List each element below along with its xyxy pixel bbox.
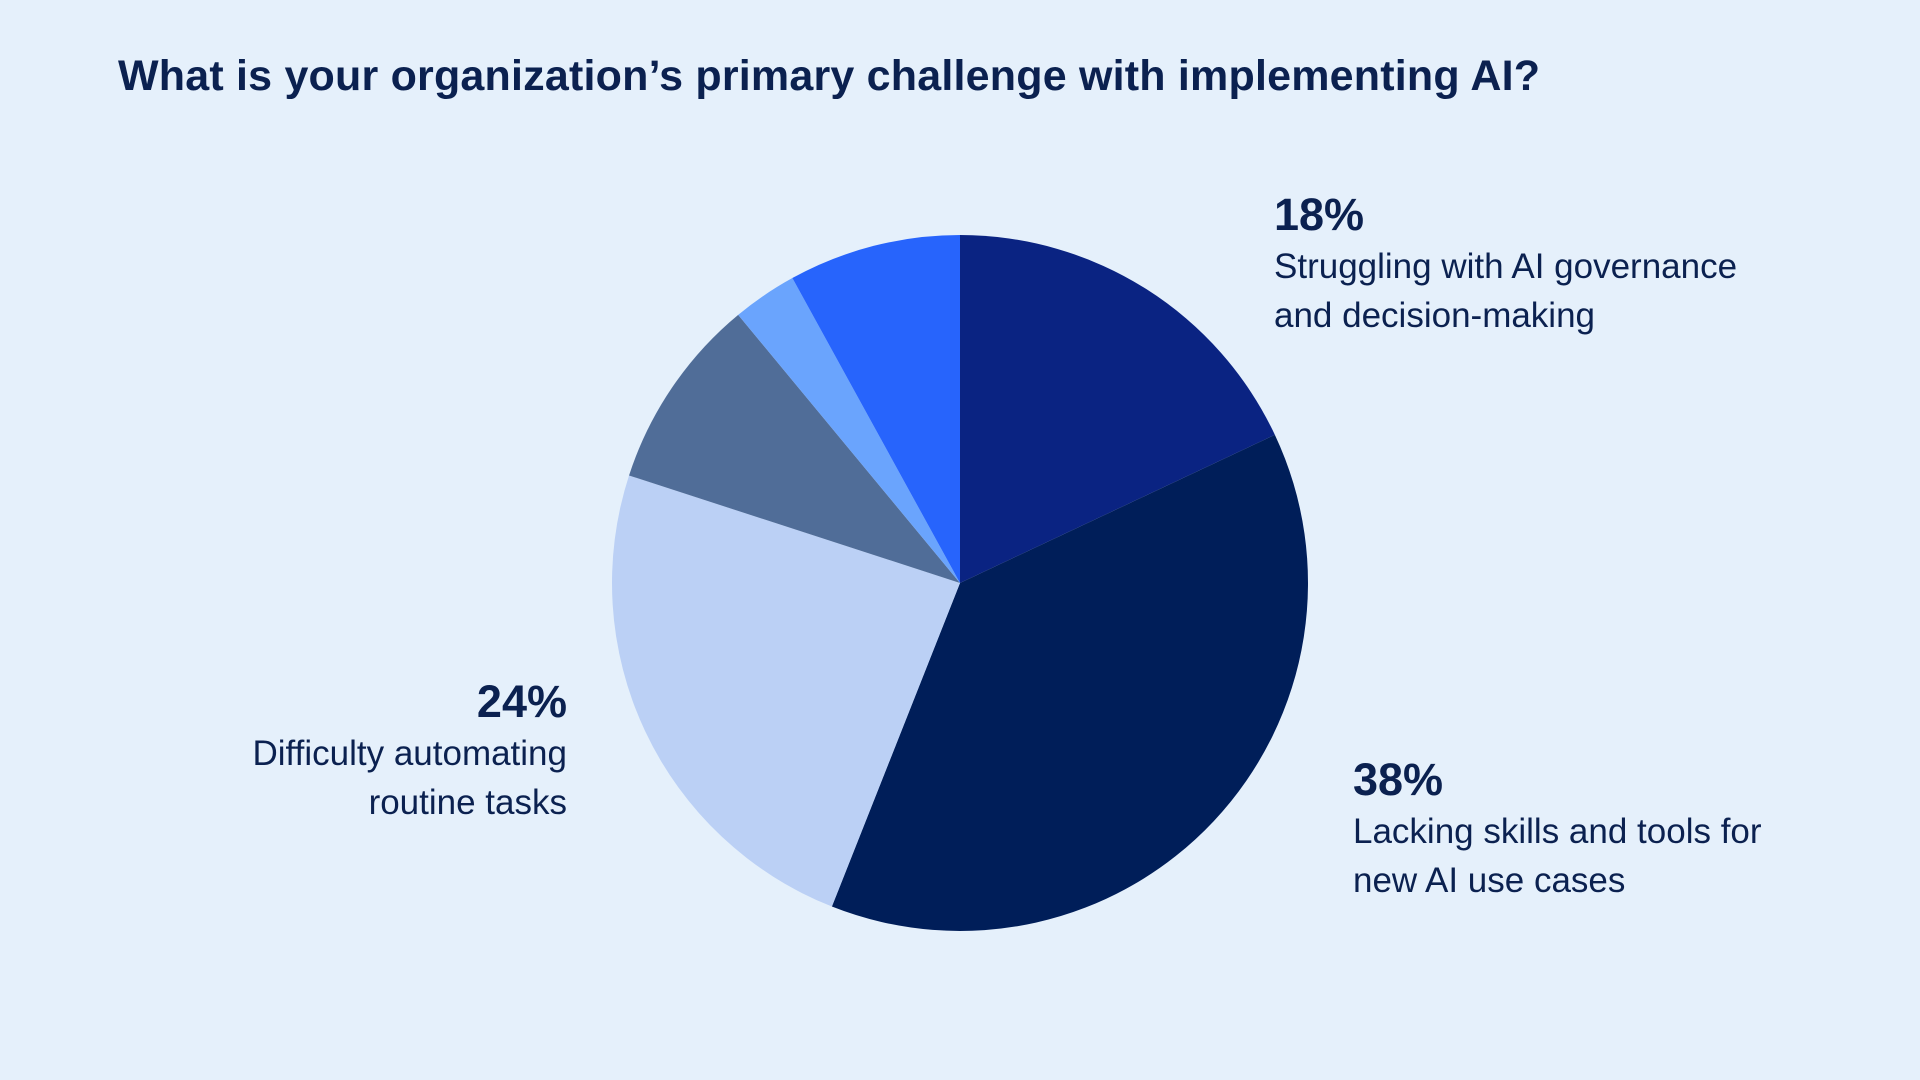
skills-line-2: new AI use cases xyxy=(1353,861,1626,900)
pie-slices xyxy=(611,235,1308,931)
governance-line-1: Struggling with AI governance xyxy=(1274,247,1738,286)
pie-slice-6 xyxy=(792,235,960,583)
data-label-skills-percent: 38% xyxy=(1353,754,1444,805)
callout-automation: 24% Difficulty automating routine tasks xyxy=(47,675,567,827)
data-label-skills-text: Lacking skills and tools for new AI use … xyxy=(1353,807,1873,905)
data-label-governance-text: Struggling with AI governance and decisi… xyxy=(1274,242,1794,340)
data-label-governance-percent: 18% xyxy=(1274,189,1365,240)
callout-governance: 18% Struggling with AI governance and de… xyxy=(1274,188,1794,340)
pie-slice-5 xyxy=(738,278,960,583)
skills-line-1: Lacking skills and tools for xyxy=(1353,812,1762,851)
chart-title: What is your organization’s primary chal… xyxy=(118,52,1541,100)
automation-line-1: Difficulty automating xyxy=(252,734,567,773)
data-label-automation-percent: 24% xyxy=(476,676,567,727)
governance-line-2: and decision-making xyxy=(1274,296,1596,335)
callout-skills: 38% Lacking skills and tools for new AI … xyxy=(1353,753,1873,905)
pie-slice-3 xyxy=(611,475,960,907)
automation-line-2: routine tasks xyxy=(368,783,567,822)
pie-slice-1 xyxy=(960,235,1275,583)
pie-slice-2 xyxy=(831,434,1308,931)
pie-slice-4 xyxy=(629,314,960,583)
data-label-automation-text: Difficulty automating routine tasks xyxy=(47,729,567,827)
